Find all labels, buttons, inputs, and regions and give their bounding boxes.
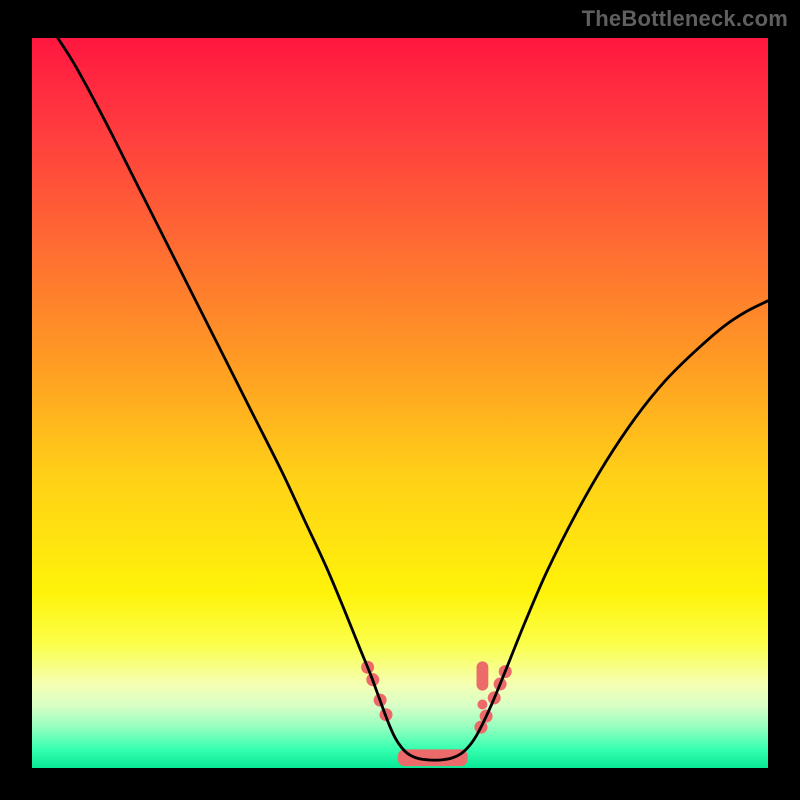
marker-exclaim-dot bbox=[477, 699, 487, 709]
chart-svg-layer bbox=[0, 0, 800, 800]
bottleneck-curve bbox=[58, 38, 768, 760]
marker-bottom-bar bbox=[398, 749, 468, 766]
marker-exclaim-bar bbox=[477, 661, 489, 690]
watermark-text: TheBottleneck.com bbox=[582, 6, 788, 32]
